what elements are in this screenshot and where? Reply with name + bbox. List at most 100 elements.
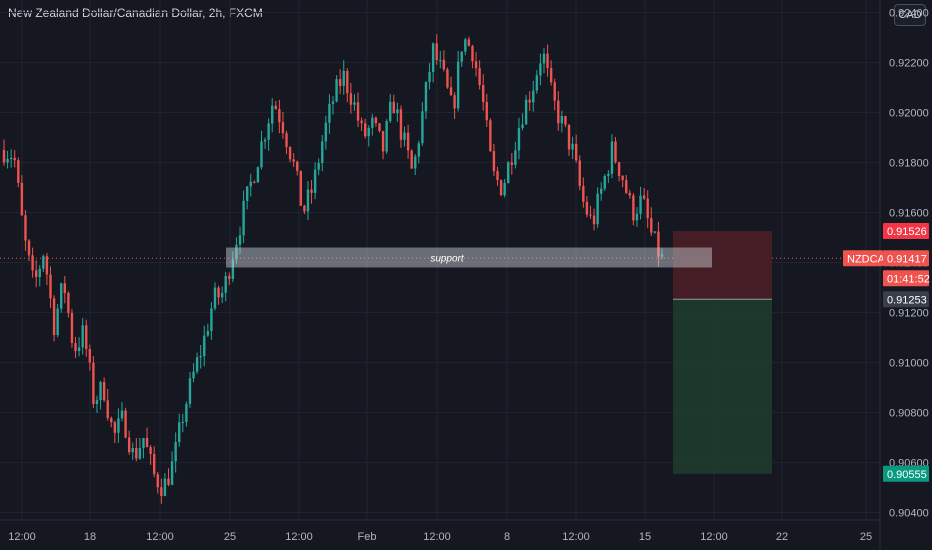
x-tick-label: 12:00 <box>562 531 590 543</box>
x-tick-label: 12:00 <box>146 531 174 543</box>
y-tick-label: 0.91200 <box>889 308 929 320</box>
candle-body <box>321 141 324 164</box>
candle-body <box>310 189 313 193</box>
candle-body <box>52 298 56 336</box>
time-axis: 12:00 18 12:00 25 12:00 Feb 12:00 8 12:00 15 12:00… <box>0 519 880 543</box>
candle-body <box>464 39 467 52</box>
y-tick-label: 0.90400 <box>889 508 929 520</box>
candle-body <box>160 487 163 496</box>
target-price-tag: 0.90555 <box>887 469 927 481</box>
candle-body <box>428 72 431 82</box>
candle-body <box>285 133 288 148</box>
candle-body <box>363 123 367 137</box>
candle-body <box>124 410 127 438</box>
candle-body <box>435 43 438 61</box>
y-tick-label: 0.92000 <box>889 108 929 120</box>
candle-body <box>585 201 589 215</box>
candle-body <box>489 120 492 152</box>
candle-body <box>496 171 499 181</box>
candle-body <box>299 170 303 206</box>
candle-body <box>442 59 446 70</box>
currency-button[interactable]: CAD <box>894 4 926 26</box>
candle-body <box>224 275 227 293</box>
candle-body <box>49 274 52 299</box>
candle-body <box>328 103 331 123</box>
candle-body <box>99 382 102 401</box>
countdown-tag: 01:41:52 <box>887 273 930 285</box>
candle-body <box>389 101 392 122</box>
candle-body <box>356 102 360 121</box>
candle-body <box>149 447 152 454</box>
candle-body <box>642 195 646 199</box>
candle-body <box>635 213 639 221</box>
candle-body <box>192 371 195 379</box>
candle-body <box>385 121 388 152</box>
candle-body <box>578 160 581 186</box>
entry-price-tag: 0.91253 <box>887 294 927 306</box>
candle-body <box>95 400 99 405</box>
candle-body <box>13 157 16 161</box>
candle-body <box>596 193 599 225</box>
x-tick-label: 22 <box>776 531 788 543</box>
candles <box>2 34 664 504</box>
candle-body <box>456 61 460 109</box>
candle-body <box>532 90 535 103</box>
candle-body <box>296 161 299 171</box>
candle-body <box>431 43 435 73</box>
stop-loss-zone <box>673 231 772 300</box>
candle-body <box>167 478 170 485</box>
candle-body <box>514 150 517 165</box>
candle-body <box>110 418 113 423</box>
y-tick-label: 0.90800 <box>889 408 929 420</box>
grid <box>0 0 880 520</box>
candle-body <box>410 150 413 169</box>
candle-body <box>288 147 292 160</box>
candle-body <box>188 378 192 405</box>
y-tick-label: 0.91600 <box>889 208 929 220</box>
x-tick-label: 12:00 <box>285 531 313 543</box>
candle-body <box>574 143 578 161</box>
candle-body <box>367 127 370 137</box>
candle-body <box>127 437 131 453</box>
x-tick-label: 25 <box>860 531 872 543</box>
candle-body <box>492 151 496 172</box>
candle-body <box>607 173 610 176</box>
x-tick-label: Feb <box>358 531 377 543</box>
candle-body <box>60 283 63 309</box>
candle-body <box>174 442 177 462</box>
candle-body <box>81 325 84 348</box>
candle-body <box>600 188 603 194</box>
support-zone: support <box>226 247 712 268</box>
candle-body <box>106 400 109 419</box>
candle-body <box>292 159 295 162</box>
candle-body <box>77 347 81 352</box>
candle-body <box>653 231 657 233</box>
candle-body <box>424 81 428 112</box>
candle-body <box>378 123 381 132</box>
candle-body <box>131 447 134 453</box>
target-price-tag-bg <box>883 465 929 482</box>
candle-body <box>546 53 549 69</box>
candle-body <box>170 461 174 485</box>
candle-body <box>145 437 149 448</box>
candle-body <box>6 159 9 163</box>
candle-body <box>156 474 159 488</box>
candle-body <box>17 160 20 183</box>
candle-body <box>564 116 567 125</box>
candle-body <box>625 180 628 193</box>
candle-body <box>70 312 74 343</box>
candle-body <box>313 169 317 193</box>
candle-body <box>542 53 546 64</box>
candle-body <box>414 156 417 169</box>
current-price-tag-bg <box>883 250 929 267</box>
candle-body <box>152 453 156 475</box>
candle-body <box>650 218 653 233</box>
candle-body <box>217 287 220 298</box>
candle-body <box>45 256 49 275</box>
candle-body <box>478 68 481 86</box>
candle-body <box>342 70 345 86</box>
candle-body <box>267 123 270 140</box>
candle-body <box>120 410 124 419</box>
x-tick-label: 25 <box>224 531 236 543</box>
